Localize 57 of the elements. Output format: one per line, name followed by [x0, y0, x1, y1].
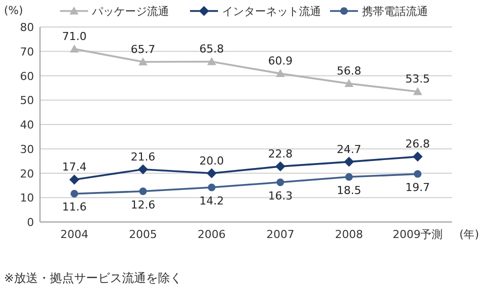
data-label: 53.5 [405, 72, 430, 86]
y-tick-label: 0 [27, 216, 34, 229]
x-tick-label: 2008 [335, 228, 363, 241]
data-label: 24.7 [336, 142, 362, 156]
point [275, 161, 286, 172]
x-tick-label: 2009予測 [392, 228, 443, 241]
point [206, 168, 217, 178]
y-tick-label: 50 [20, 94, 34, 108]
data-label: 65.8 [199, 42, 224, 56]
data-label: 19.7 [405, 180, 430, 194]
point [345, 173, 353, 181]
y-tick-label: 60 [20, 70, 34, 83]
point [139, 187, 147, 196]
y-tick-label: 80 [20, 21, 34, 34]
x-tick-label: 2007 [266, 228, 294, 241]
point [344, 79, 354, 88]
data-label: 17.4 [62, 160, 87, 174]
data-label: 14.2 [199, 194, 224, 208]
y-tick-label: 40 [20, 118, 34, 132]
point [276, 69, 285, 78]
point [208, 184, 216, 192]
point [412, 152, 423, 162]
data-label: 16.3 [268, 189, 293, 202]
legend-label: 携帯電話流通 [362, 5, 428, 18]
point [344, 156, 354, 167]
legend-label: パッケージ流通 [91, 5, 169, 18]
point [70, 44, 79, 52]
data-label: 11.6 [62, 200, 87, 214]
data-label: 21.6 [130, 150, 156, 164]
point [69, 174, 80, 185]
data-label: 12.6 [130, 198, 156, 212]
data-label: 56.8 [336, 64, 362, 78]
data-label: 18.5 [336, 184, 362, 197]
y-tick-label: 30 [20, 142, 34, 156]
y-tick-label: 20 [20, 167, 34, 180]
x-tick-label: 2004 [60, 228, 88, 241]
y-tick-label: 10 [20, 192, 34, 205]
data-label: 60.9 [268, 54, 293, 68]
legend-label: インターネット流通 [222, 5, 321, 18]
y-axis-title: (%) [4, 4, 24, 17]
point [413, 87, 422, 96]
data-label: 20.0 [199, 154, 224, 168]
point [414, 170, 422, 178]
point [138, 164, 148, 174]
data-label: 65.7 [130, 42, 156, 56]
data-label: 71.0 [62, 30, 87, 43]
data-label: 22.8 [268, 147, 293, 160]
data-label: 26.8 [405, 138, 430, 151]
x-tick-label: 2006 [198, 228, 226, 241]
x-tick-label: 2005 [129, 228, 157, 241]
point [70, 190, 78, 198]
x-axis-title: (年) [459, 228, 479, 241]
point [207, 57, 216, 66]
text: ※放送・拠点サービス流通を除く [4, 271, 182, 285]
point [138, 57, 148, 66]
point [276, 178, 284, 186]
y-tick-label: 70 [20, 45, 34, 58]
